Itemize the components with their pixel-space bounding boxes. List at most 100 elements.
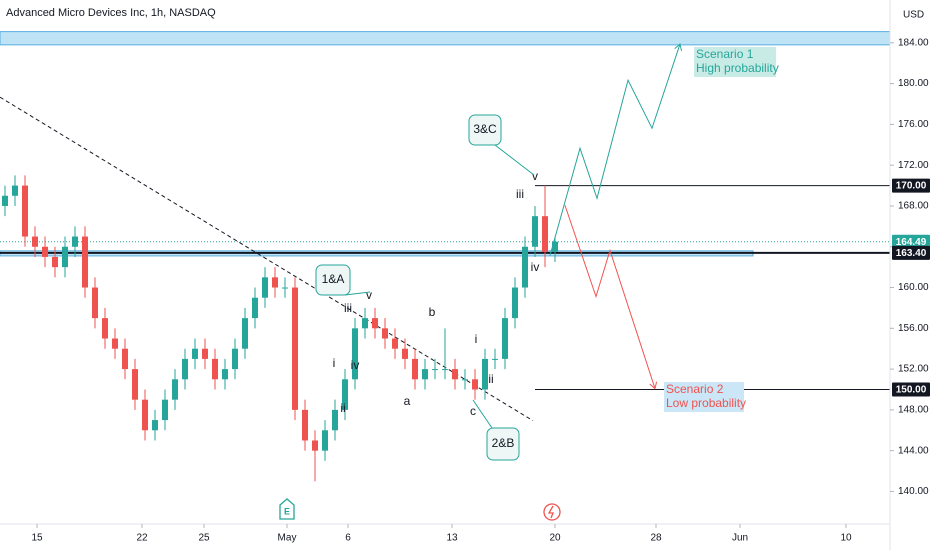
x-tick-label: 28 bbox=[650, 533, 662, 544]
candle-body bbox=[532, 216, 538, 247]
scenario-note: High probability bbox=[696, 61, 779, 75]
callout-tail bbox=[472, 399, 493, 429]
candle-body bbox=[82, 236, 88, 288]
candle-body bbox=[362, 318, 368, 329]
candle-body bbox=[302, 409, 308, 441]
y-tick-label: 152.00 bbox=[898, 364, 929, 375]
candle-body bbox=[142, 399, 148, 431]
candle-body bbox=[422, 369, 428, 380]
x-tick-label: 6 bbox=[345, 533, 351, 544]
arrow-head bbox=[674, 43, 683, 51]
wave-label: iv bbox=[531, 260, 540, 274]
candle-body bbox=[202, 348, 208, 359]
zone bbox=[0, 31, 891, 46]
candle-body bbox=[432, 369, 438, 371]
candle-body bbox=[122, 348, 128, 370]
candle-body bbox=[452, 369, 458, 380]
scenario-name: Scenario 1 bbox=[696, 47, 754, 61]
wave-label: i bbox=[475, 332, 478, 346]
wave-label: iii bbox=[516, 187, 524, 201]
candle-body bbox=[492, 358, 498, 360]
candle-body bbox=[412, 358, 418, 380]
candle-body bbox=[12, 185, 18, 196]
candle-body bbox=[42, 246, 48, 257]
wave-label: a bbox=[404, 394, 411, 408]
candle-body bbox=[162, 399, 168, 421]
price-tag bbox=[892, 234, 930, 249]
scenario-box bbox=[664, 382, 744, 412]
callout-box bbox=[486, 427, 520, 461]
trendline bbox=[0, 96, 534, 422]
y-tick-label: 140.00 bbox=[898, 486, 929, 497]
wave-label: v bbox=[532, 169, 538, 183]
wave-label: i bbox=[333, 356, 336, 370]
candle-body bbox=[282, 287, 288, 289]
candle-body bbox=[322, 430, 328, 451]
scenario-note: Low probability bbox=[666, 396, 746, 410]
candle-body bbox=[222, 369, 228, 380]
candle-body bbox=[512, 287, 518, 319]
candle-body bbox=[272, 277, 278, 288]
plot-area bbox=[0, 31, 891, 482]
candle-body bbox=[232, 348, 238, 370]
candle-body bbox=[552, 241, 558, 252]
x-tick-label: 25 bbox=[198, 533, 210, 544]
candle-body bbox=[212, 358, 218, 380]
candle-body bbox=[482, 358, 488, 390]
y-tick-label: 160.00 bbox=[898, 282, 929, 293]
candle-body bbox=[52, 256, 58, 268]
y-tick-label: 184.00 bbox=[898, 37, 929, 48]
callout-label: 1&A bbox=[322, 272, 345, 286]
candle-body bbox=[62, 246, 68, 268]
wave-label: iv bbox=[351, 358, 360, 372]
candle-body bbox=[242, 318, 248, 349]
candle-body bbox=[252, 297, 258, 319]
wave-label: iii bbox=[344, 301, 352, 315]
wave-label: b bbox=[429, 305, 436, 319]
chart-title: Advanced Micro Devices Inc, 1h, NASDAQ bbox=[6, 7, 216, 19]
callout-box bbox=[315, 264, 351, 296]
candle-body bbox=[192, 348, 198, 359]
candle-body bbox=[2, 195, 8, 206]
arrow-head bbox=[649, 381, 658, 390]
x-tick-label: 13 bbox=[446, 533, 458, 544]
y-tick-label: 148.00 bbox=[898, 405, 929, 416]
scenario-name: Scenario 2 bbox=[666, 382, 724, 396]
price-tag-label: 164.49 bbox=[896, 237, 927, 248]
callout-label: 3&C bbox=[473, 122, 497, 136]
y-tick-label: 144.00 bbox=[898, 445, 929, 456]
wave-label: ii bbox=[488, 372, 493, 386]
candle-body bbox=[392, 338, 398, 349]
candle-body bbox=[292, 287, 298, 410]
svg-text:E: E bbox=[284, 506, 290, 516]
y-tick-label: 176.00 bbox=[898, 119, 929, 130]
wave-label: v bbox=[366, 288, 372, 302]
candle-body bbox=[472, 379, 478, 390]
candle-body bbox=[32, 236, 38, 247]
candle-body bbox=[542, 216, 548, 252]
candle-body bbox=[182, 358, 188, 380]
candle-body bbox=[462, 379, 468, 381]
candle-body bbox=[332, 409, 338, 431]
candle-body bbox=[132, 369, 138, 400]
event-icon bbox=[543, 503, 561, 521]
candle-body bbox=[22, 185, 28, 237]
x-tick-label: 15 bbox=[31, 533, 43, 544]
x-tick-label: May bbox=[278, 533, 297, 544]
candle-body bbox=[372, 318, 378, 329]
y-tick-label: 168.00 bbox=[898, 201, 929, 212]
candle-body bbox=[342, 379, 348, 410]
y-tick-label: 172.00 bbox=[898, 160, 929, 171]
wave-label: c bbox=[470, 404, 476, 418]
callout-label: 2&B bbox=[492, 436, 515, 450]
price-tag bbox=[892, 245, 930, 260]
candle-body bbox=[92, 287, 98, 319]
candle-body bbox=[442, 369, 448, 371]
price-tag-label: 150.00 bbox=[896, 385, 927, 396]
currency: USD bbox=[903, 10, 924, 21]
price-tag-label: 163.40 bbox=[896, 248, 927, 259]
candle-body bbox=[262, 277, 268, 298]
candle-body bbox=[352, 328, 358, 380]
